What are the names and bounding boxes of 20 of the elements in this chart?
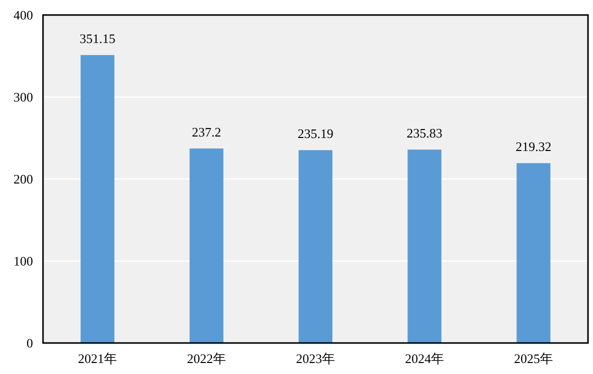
data-label: 219.32 <box>516 139 552 154</box>
bar <box>190 148 224 343</box>
data-label: 237.2 <box>192 124 222 140</box>
bar <box>298 150 332 343</box>
bar <box>408 150 442 343</box>
x-tick-label: 2022年 <box>187 351 226 366</box>
x-tick-label: 2021年 <box>78 351 117 366</box>
bar <box>80 55 114 343</box>
y-tick-label: 400 <box>14 8 33 23</box>
x-tick-label: 2023年 <box>296 351 335 366</box>
x-tick-label: 2025年 <box>514 351 553 366</box>
data-label: 235.83 <box>406 126 442 141</box>
data-label: 235.19 <box>298 126 334 142</box>
data-label: 351.15 <box>80 31 116 46</box>
y-tick-label: 200 <box>14 172 33 187</box>
y-tick-label: 300 <box>14 90 33 105</box>
y-tick-label: 0 <box>26 336 33 351</box>
y-tick-label: 100 <box>14 254 33 269</box>
bar <box>516 163 550 343</box>
x-tick-label: 2024年 <box>405 351 444 366</box>
